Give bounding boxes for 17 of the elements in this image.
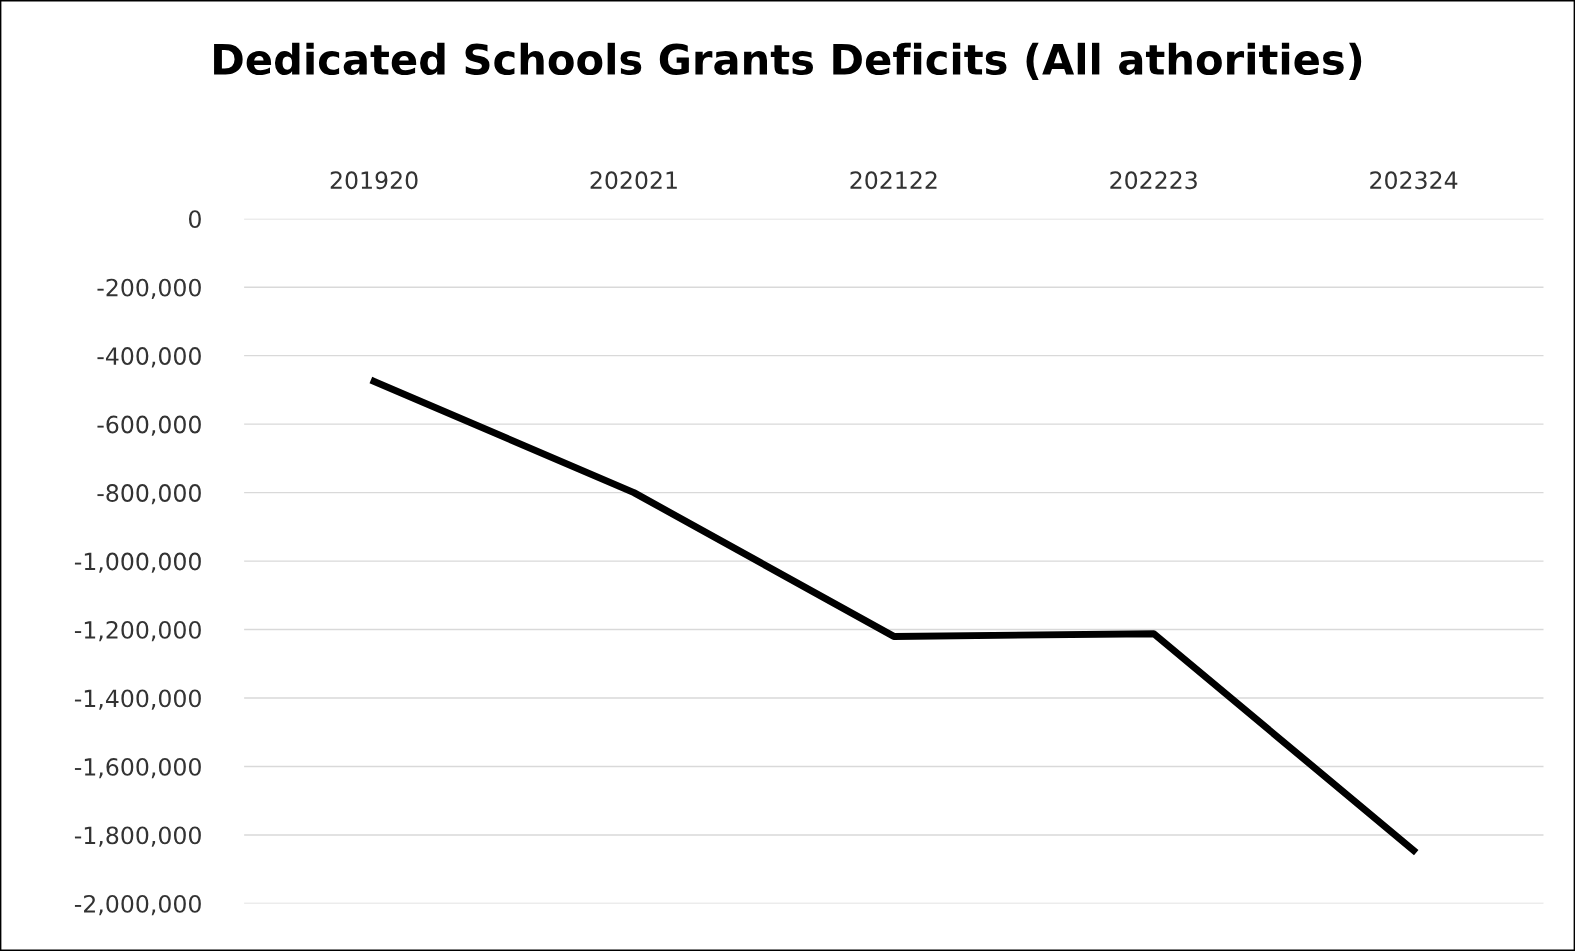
y-tick-label: -200,000 [97,278,201,299]
x-tick-label: 201920 [330,171,418,190]
y-tick-label: -600,000 [97,415,201,436]
y-tick-label: -1,400,000 [74,689,201,710]
y-tick-label: 0 [188,210,201,229]
x-tick-label: 202223 [1110,171,1197,190]
y-tick-label: -2,000,000 [74,894,201,916]
y-tick-label: -1,000,000 [74,552,201,573]
chart-title: Dedicated Schools Grants Deficits (All athorities) [214,42,1362,80]
x-tick-label: 202021 [590,171,677,190]
x-tick-label: 202122 [850,171,937,190]
y-tick-label: -800,000 [97,484,201,505]
x-tick-label: 202324 [1370,171,1458,190]
y-tick-label: -1,600,000 [74,757,201,779]
y-tick-label: -400,000 [97,347,201,368]
y-tick-label: -1,800,000 [74,826,201,847]
y-tick-label: -1,200,000 [74,621,201,642]
